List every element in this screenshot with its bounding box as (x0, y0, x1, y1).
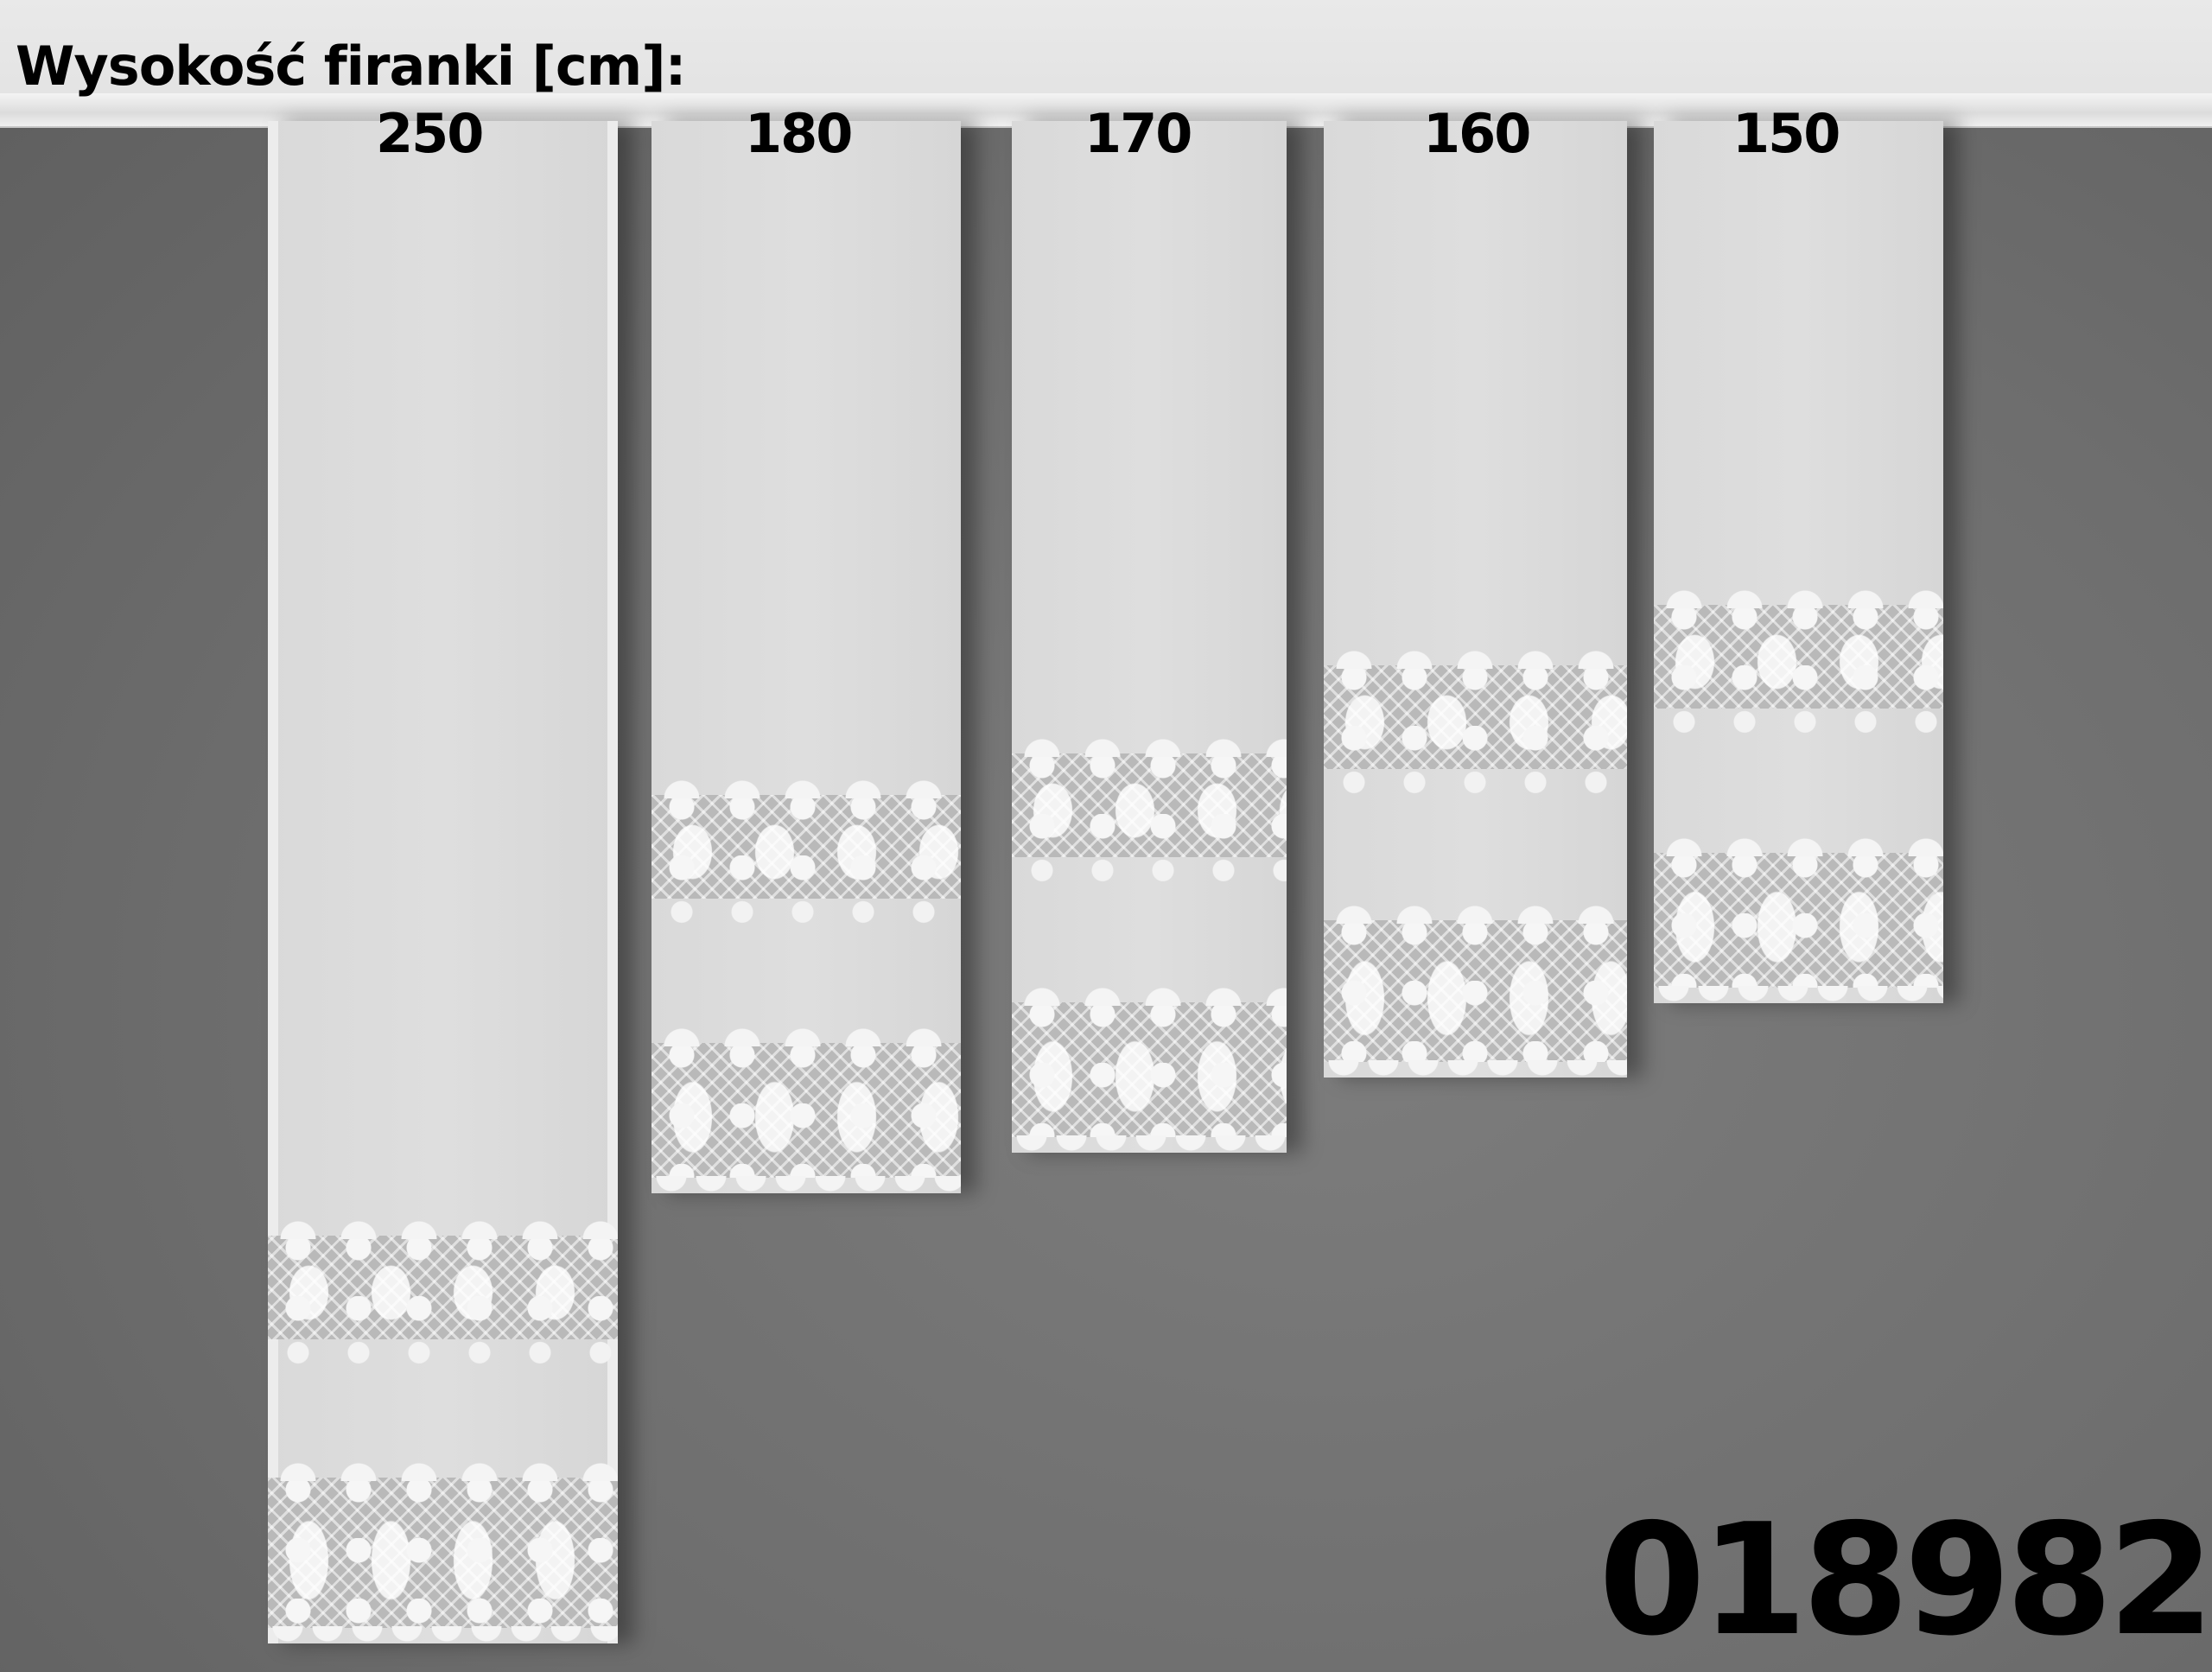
panel-hem (268, 121, 278, 1643)
lace-band-lower (652, 1024, 961, 1193)
curtain-panel-170 (1012, 121, 1287, 1153)
height-label-250: 250 (376, 102, 484, 165)
height-label-180: 180 (745, 102, 853, 165)
lace-band-upper (268, 1217, 618, 1377)
lace-band-lower (268, 1459, 618, 1643)
product-code: 018982 (1599, 1491, 2212, 1669)
lace-band-lower (1012, 983, 1287, 1153)
lace-band-upper (1324, 646, 1627, 807)
lace-band-upper (652, 776, 961, 937)
height-heading: Wysokość firanki [cm]: (16, 35, 686, 98)
curtain-panel-250 (268, 121, 618, 1643)
lace-band-upper (1654, 586, 1943, 747)
curtain-panel-160 (1324, 121, 1627, 1078)
lace-band-lower (1324, 901, 1627, 1078)
height-label-170: 170 (1084, 102, 1192, 165)
height-label-150: 150 (1732, 102, 1840, 165)
lace-band-upper (1012, 734, 1287, 895)
lace-band-lower (1654, 834, 1943, 1003)
height-label-160: 160 (1423, 102, 1531, 165)
curtain-panel-150 (1654, 121, 1943, 1003)
curtain-panel-180 (652, 121, 961, 1193)
panel-hem (607, 121, 618, 1643)
